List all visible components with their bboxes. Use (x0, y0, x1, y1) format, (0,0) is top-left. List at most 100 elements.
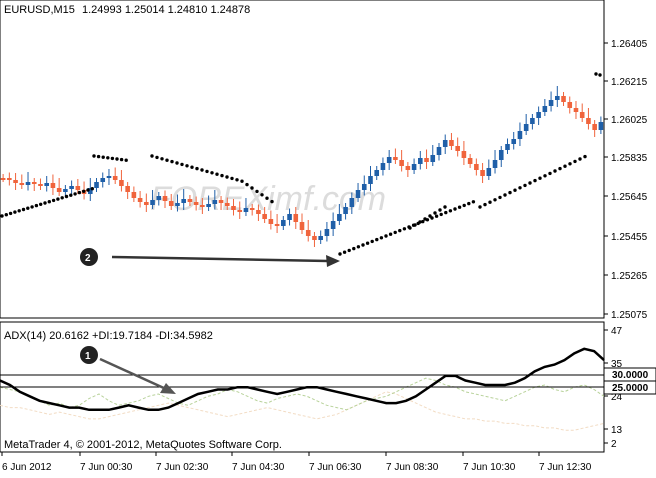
candle-body (287, 214, 292, 220)
candle-body (324, 229, 330, 236)
sar-dot (408, 226, 412, 230)
candle-body (281, 220, 286, 226)
candle-body (144, 202, 149, 205)
time-tick-label: 7 Jun 02:30 (156, 462, 209, 473)
candle-body (424, 158, 429, 162)
price-axis: 1.26405 1.26215 1.26025 1.25835 1.25645 1.254… (604, 39, 648, 321)
sar-dot (568, 162, 572, 166)
candle-body (393, 157, 398, 160)
candle-body (554, 96, 560, 100)
candle-body (492, 160, 498, 168)
sar-dot (250, 186, 254, 190)
candle-body (75, 186, 81, 190)
sar-dot (110, 156, 115, 161)
sar-dot (361, 243, 365, 247)
candle-body (455, 146, 460, 151)
sar-dot (379, 236, 384, 240)
candle-body (119, 180, 124, 186)
sar-dot (338, 252, 342, 256)
sar-dot (493, 198, 497, 202)
candle-body (436, 147, 442, 155)
sar-dot (255, 189, 259, 194)
level-25-badge: 25.0000 (612, 383, 649, 394)
sar-dot (598, 73, 602, 77)
price-panel[interactable] (0, 0, 605, 319)
candle-body (7, 178, 12, 180)
candle-body (430, 155, 436, 162)
candle-body (181, 199, 186, 203)
sar-dot (418, 220, 422, 224)
marker-1-label: 1 (85, 351, 91, 362)
candle-body (561, 96, 566, 102)
sar-dot (245, 182, 249, 187)
copyright-text: MetaTrader 4, © 2001-2012, MetaQuotes So… (4, 439, 282, 451)
sar-dot (573, 159, 577, 164)
sar-dot (115, 157, 119, 161)
candle-body (573, 108, 579, 112)
candle-body (486, 168, 492, 176)
level-30-badge: 30.0000 (612, 370, 649, 381)
candle-body (442, 140, 448, 147)
candle-body (168, 201, 174, 206)
sar-dot (402, 227, 407, 231)
candle-body (505, 144, 510, 150)
sar-dot (462, 203, 466, 208)
candle-body (94, 182, 99, 188)
candle-body (112, 176, 118, 180)
time-tick-label: 7 Jun 12:30 (539, 462, 592, 473)
candle-body (0, 178, 6, 180)
sar-dot (180, 162, 184, 167)
candle-body (175, 203, 180, 206)
price-tick-label: 1.25835 (611, 153, 648, 164)
candle-body (212, 200, 218, 204)
candle-body (343, 207, 348, 214)
sar-dot (77, 190, 82, 195)
candle-body (474, 164, 479, 170)
sar-dot (444, 210, 448, 215)
candle-body (386, 157, 392, 163)
arrow-1 (99, 357, 176, 394)
candle-body (44, 183, 50, 186)
time-tick-label: 6 Jun 2012 (2, 462, 52, 473)
sar-dot (421, 219, 425, 224)
sar-dot (548, 171, 552, 176)
candle-body (511, 139, 517, 144)
candle-body (193, 202, 199, 205)
sar-dot (558, 166, 562, 171)
candle-body (50, 183, 56, 188)
candle-body (218, 200, 224, 203)
price-tick-label: 1.26025 (611, 115, 648, 126)
sar-dot (170, 159, 174, 164)
time-tick-label: 7 Jun 08:30 (386, 462, 439, 473)
sar-dot (30, 205, 34, 209)
sar-dot (150, 154, 154, 158)
sar-dot (448, 209, 453, 213)
candle-body (106, 176, 112, 178)
sar-dot (428, 214, 432, 218)
sar-dot (17, 209, 21, 213)
sar-dot (13, 210, 17, 214)
time-tick-label: 7 Jun 06:30 (309, 462, 362, 473)
price-tick-label: 1.25265 (611, 271, 648, 282)
sar-dot (160, 157, 164, 161)
arrow-2 (111, 255, 340, 267)
adx-lines-group (0, 347, 605, 431)
sar-dot (533, 178, 537, 183)
sar-dot (101, 155, 105, 159)
sar-dot (453, 207, 457, 211)
sar-dot (220, 173, 224, 178)
indicator-tick-label: 2 (611, 439, 617, 450)
price-tick-label: 1.26405 (611, 39, 648, 50)
sar-dot (34, 203, 39, 208)
sar-dot (523, 183, 527, 188)
sar-dot (513, 188, 517, 192)
candle-body (586, 118, 591, 124)
candle-body (380, 163, 386, 170)
sar-dot (195, 166, 199, 171)
sar-dot (240, 179, 244, 183)
candles-group (0, 86, 604, 247)
candle-body (411, 164, 417, 170)
sar-dot (423, 217, 427, 221)
